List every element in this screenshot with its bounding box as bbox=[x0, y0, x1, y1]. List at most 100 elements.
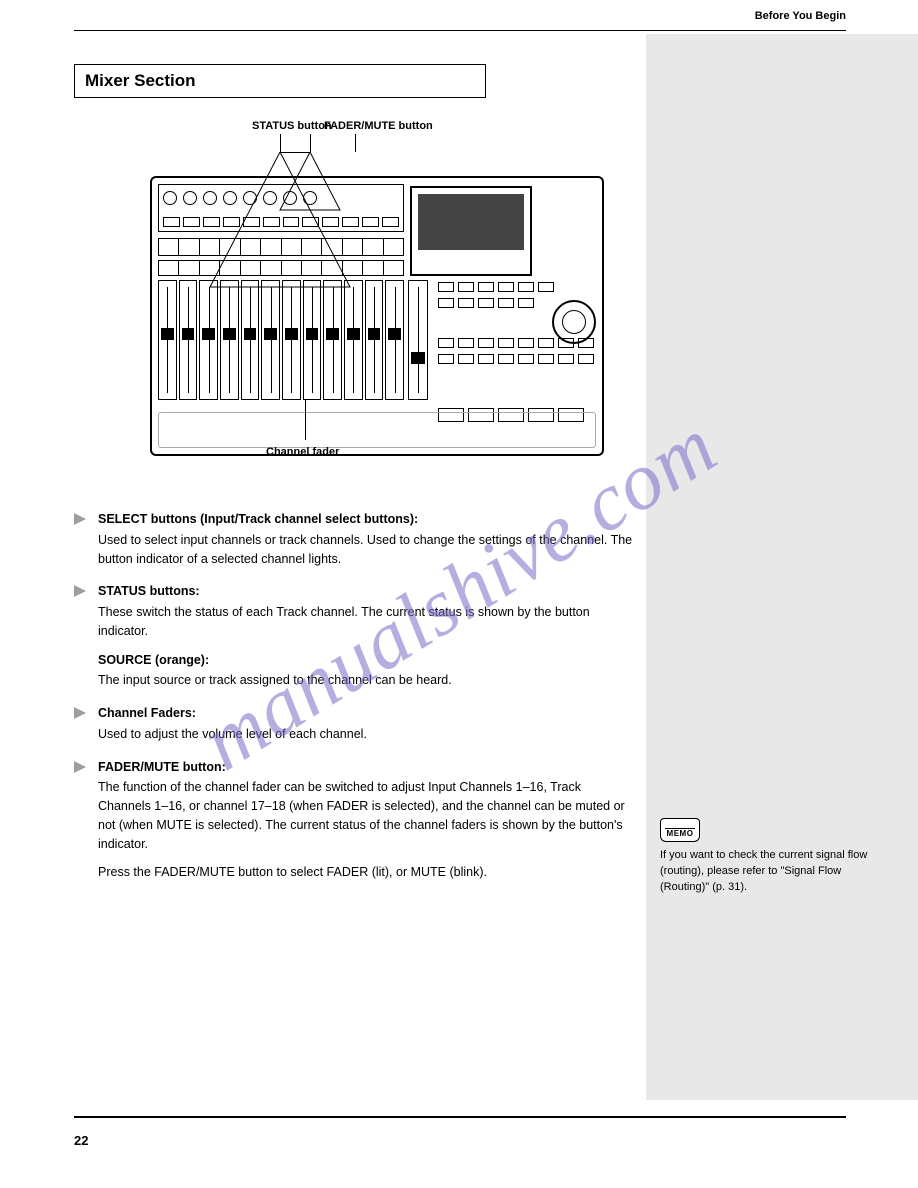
panel-button-icon bbox=[478, 282, 494, 292]
status-cell bbox=[384, 261, 403, 275]
mini-cell bbox=[163, 217, 180, 227]
panel-button-icon bbox=[478, 354, 494, 364]
status-button-strip bbox=[158, 260, 404, 276]
leader-line bbox=[280, 152, 310, 153]
fader-channel bbox=[282, 280, 301, 400]
fader-cap-icon bbox=[223, 328, 236, 340]
knob-icon bbox=[303, 191, 317, 205]
panel-button-icon bbox=[538, 282, 554, 292]
fader-channel bbox=[261, 280, 280, 400]
fader-cap-icon bbox=[306, 328, 319, 340]
jog-wheel-icon bbox=[552, 300, 596, 344]
fader-cap-icon bbox=[161, 328, 174, 340]
knob-icon bbox=[163, 191, 177, 205]
fader-channel bbox=[344, 280, 363, 400]
label-fader-mute-button: FADER/MUTE button bbox=[324, 120, 433, 132]
panel-button-icon bbox=[478, 298, 494, 308]
item-body: The function of the channel fader can be… bbox=[98, 778, 634, 853]
fader-cap-icon bbox=[347, 328, 360, 340]
panel-button-icon bbox=[498, 282, 514, 292]
list-item: STATUS buttons: These switch the status … bbox=[74, 582, 634, 690]
status-cell bbox=[179, 261, 199, 275]
status-cell bbox=[322, 261, 342, 275]
fader-channel bbox=[199, 280, 218, 400]
panel-button-icon bbox=[498, 354, 514, 364]
select-cell bbox=[282, 239, 302, 255]
device-top-panel bbox=[158, 184, 404, 232]
device-right-panel bbox=[438, 282, 598, 422]
panel-button-icon bbox=[538, 338, 554, 348]
panel-button-icon bbox=[498, 338, 514, 348]
item-heading: STATUS buttons: bbox=[98, 582, 634, 601]
item-body: Used to select input channels or track c… bbox=[98, 531, 634, 569]
knob-icon bbox=[223, 191, 237, 205]
panel-button-icon bbox=[518, 298, 534, 308]
device-display bbox=[410, 186, 532, 276]
panel-button-icon bbox=[438, 298, 454, 308]
fader-cap-icon bbox=[285, 328, 298, 340]
device-base bbox=[158, 412, 596, 448]
fader-cap-icon bbox=[368, 328, 381, 340]
leader-line bbox=[280, 134, 281, 152]
fader-cap-icon bbox=[326, 328, 339, 340]
mini-cell bbox=[342, 217, 359, 227]
memo-note: MEMO If you want to check the current si… bbox=[660, 818, 890, 896]
panel-button-icon bbox=[458, 298, 474, 308]
fader-cap-icon bbox=[411, 352, 425, 364]
select-cell bbox=[343, 239, 363, 255]
mini-cell bbox=[362, 217, 379, 227]
mini-cell bbox=[263, 217, 280, 227]
mini-cell bbox=[302, 217, 319, 227]
status-cell bbox=[241, 261, 261, 275]
mini-cell bbox=[382, 217, 399, 227]
panel-button-icon bbox=[438, 338, 454, 348]
select-cell bbox=[241, 239, 261, 255]
mini-cell bbox=[223, 217, 240, 227]
item-body: These switch the status of each Track ch… bbox=[98, 603, 634, 641]
select-cell bbox=[179, 239, 199, 255]
list-item: Channel Faders: Used to adjust the volum… bbox=[74, 704, 634, 744]
panel-button-icon bbox=[498, 298, 514, 308]
fader-cap-icon bbox=[244, 328, 257, 340]
panel-button-icon bbox=[538, 354, 554, 364]
display-inner bbox=[418, 194, 524, 250]
select-cell bbox=[261, 239, 281, 255]
item-sub-body: The input source or track assigned to th… bbox=[98, 671, 634, 690]
panel-button-icon bbox=[578, 354, 594, 364]
status-cell bbox=[302, 261, 322, 275]
fader-channel bbox=[220, 280, 239, 400]
fader-bank bbox=[158, 280, 404, 400]
header-rule bbox=[74, 30, 846, 31]
panel-button-icon bbox=[438, 282, 454, 292]
item-body: Used to adjust the volume level of each … bbox=[98, 725, 634, 744]
item-subheading: SOURCE (orange): bbox=[98, 651, 634, 670]
knob-icon bbox=[243, 191, 257, 205]
panel-button-icon bbox=[518, 282, 534, 292]
select-cell bbox=[322, 239, 342, 255]
mini-button-row bbox=[163, 217, 399, 227]
figure-top-labels: STATUS button FADER/MUTE button bbox=[150, 120, 620, 176]
section-title-box: Mixer Section bbox=[74, 64, 486, 98]
mini-cell bbox=[183, 217, 200, 227]
fader-channel bbox=[365, 280, 384, 400]
select-cell bbox=[384, 239, 403, 255]
knob-icon bbox=[203, 191, 217, 205]
panel-button-icon bbox=[478, 338, 494, 348]
select-cell bbox=[159, 239, 179, 255]
select-cell bbox=[220, 239, 240, 255]
list-item: SELECT buttons (Input/Track channel sele… bbox=[74, 510, 634, 568]
button-row bbox=[438, 282, 598, 292]
mini-cell bbox=[243, 217, 260, 227]
panel-button-icon bbox=[458, 354, 474, 364]
master-fader bbox=[408, 280, 428, 400]
select-cell bbox=[363, 239, 383, 255]
memo-icon: MEMO bbox=[660, 818, 700, 842]
section-title: Mixer Section bbox=[85, 71, 196, 91]
memo-icon-label: MEMO bbox=[661, 828, 699, 840]
page-number: 22 bbox=[74, 1133, 88, 1148]
fader-cap-icon bbox=[182, 328, 195, 340]
mini-cell bbox=[203, 217, 220, 227]
knob-icon bbox=[283, 191, 297, 205]
memo-text: If you want to check the current signal … bbox=[660, 848, 890, 896]
select-cell bbox=[200, 239, 220, 255]
